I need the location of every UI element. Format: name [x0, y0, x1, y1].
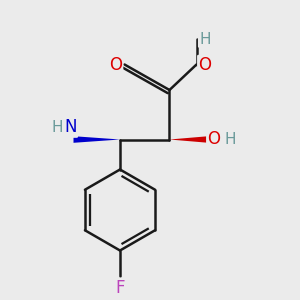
Polygon shape	[74, 136, 120, 143]
Text: H: H	[51, 120, 63, 135]
Text: F: F	[115, 279, 125, 297]
Text: N: N	[64, 118, 77, 136]
Text: O: O	[198, 56, 212, 74]
Text: H: H	[199, 32, 211, 46]
Text: O: O	[109, 56, 122, 74]
Text: H: H	[224, 132, 236, 147]
Polygon shape	[169, 136, 208, 143]
Text: O: O	[207, 130, 220, 148]
